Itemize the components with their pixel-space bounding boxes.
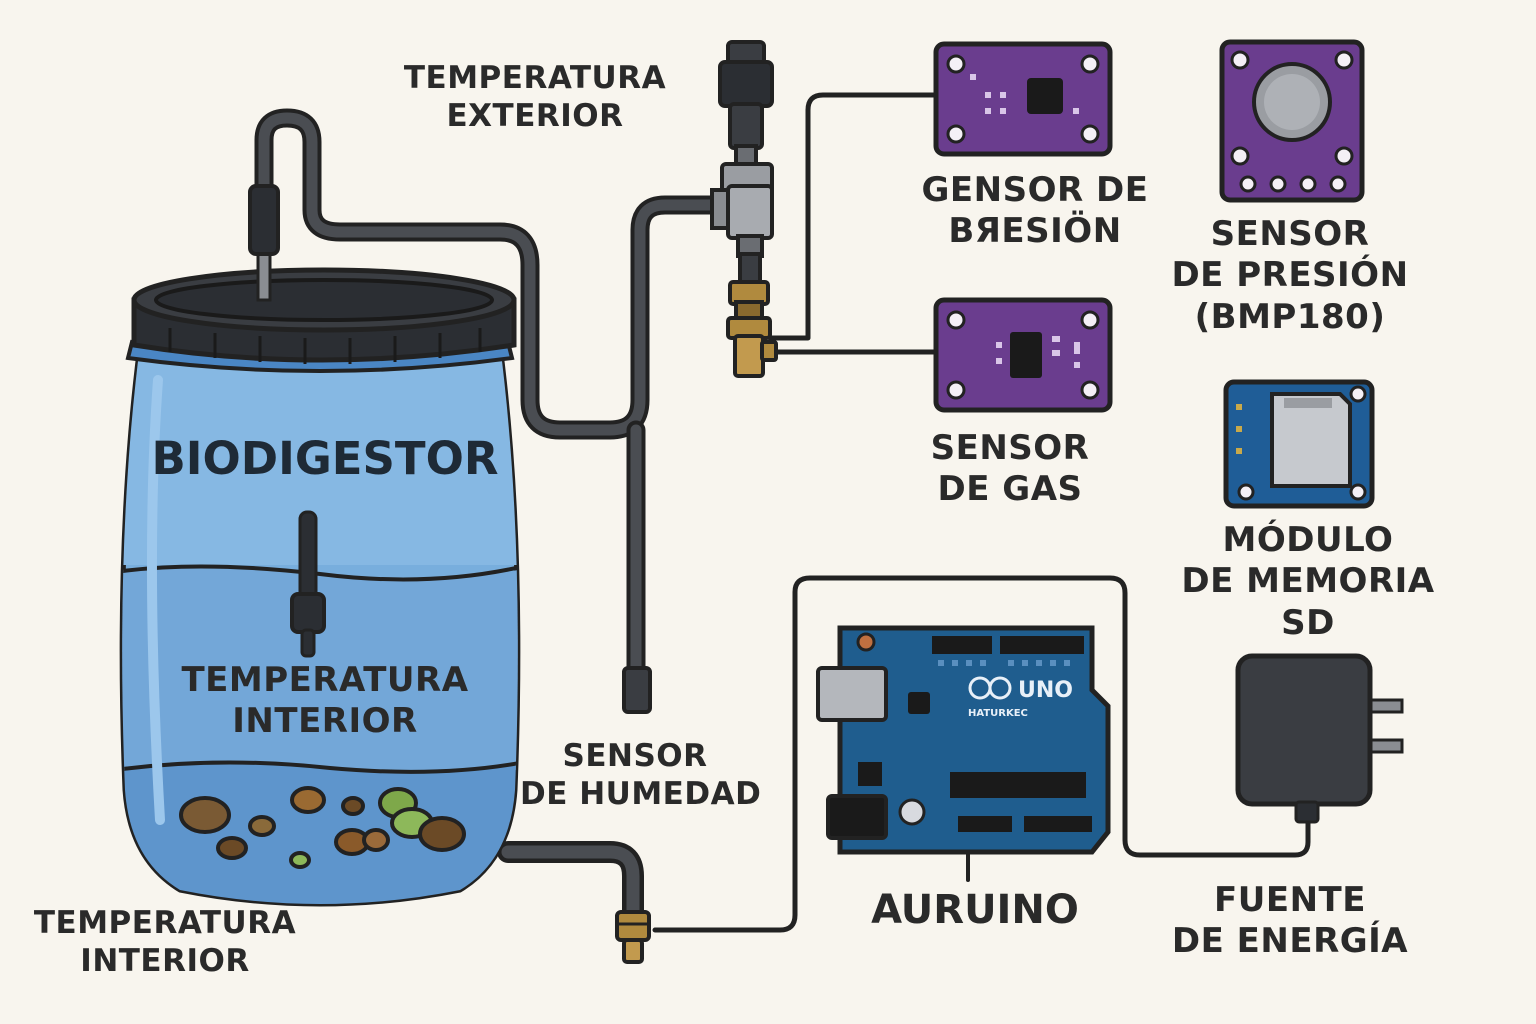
arduino-logo-text: HATURKEC bbox=[968, 708, 1028, 719]
label-sensor-gas: SENSOR DE GAS bbox=[930, 428, 1090, 510]
hose-outlet bbox=[497, 841, 644, 926]
label-sensor-humedad: SENSOR DE HUMEDAD bbox=[520, 738, 762, 812]
label-modulo-sd: MÓDULO DE MEMORIA SD bbox=[1181, 520, 1435, 643]
power-adapter-icon bbox=[1235, 653, 1404, 824]
label-sensor-presion-bmp180: SENSOR DE PRESIÓN (BMP180) bbox=[1171, 214, 1409, 337]
hoses bbox=[254, 108, 722, 926]
organic-matter bbox=[179, 786, 466, 869]
pressure-sensor-board bbox=[933, 41, 1113, 157]
label-temperatura-exterior: TEMPERATURA EXTERIOR bbox=[403, 60, 667, 134]
label-sensor-presion: GENSOR DE BЯESIÖN bbox=[921, 170, 1149, 252]
label-temperatura-interior-inside: TEMPERATURA INTERIOR bbox=[181, 660, 469, 742]
valve-fitting-icon bbox=[710, 40, 778, 378]
temperature-probe-icon bbox=[248, 184, 280, 302]
wires bbox=[652, 92, 1311, 933]
label-arduino: AURUINO bbox=[871, 887, 1079, 933]
bmp180-sensor-board bbox=[1219, 39, 1365, 203]
label-temperatura-interior-bottom: TEMPERATURA INTERIOR bbox=[33, 905, 297, 979]
wire-pressure-sensor bbox=[767, 92, 941, 341]
humidity-probe-tip bbox=[622, 666, 652, 714]
label-biodigestor: BIODIGESTOR bbox=[151, 432, 499, 485]
outlet-fitting-icon bbox=[615, 910, 651, 964]
gas-sensor-board bbox=[933, 297, 1113, 413]
sd-card-icon bbox=[1223, 379, 1375, 509]
arduino-board-icon: UNO HATURKEC bbox=[816, 625, 1111, 855]
wire-arduino-loop bbox=[652, 575, 1311, 933]
label-fuente-energia: FUENTE DE ENERGÍA bbox=[1171, 880, 1409, 962]
temperature-probe-interior-icon bbox=[290, 510, 326, 658]
arduino-model-text: UNO bbox=[1018, 678, 1073, 703]
